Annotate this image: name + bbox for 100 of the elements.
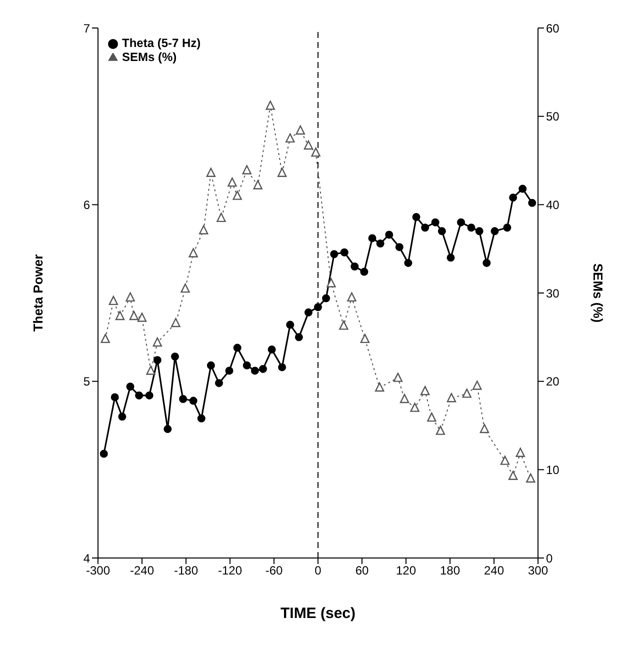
point [480, 424, 490, 434]
point [242, 165, 252, 174]
point [420, 386, 430, 396]
point [146, 366, 156, 375]
point [232, 190, 242, 200]
point [286, 320, 294, 329]
point [368, 234, 376, 242]
x-tick-label: -60 [265, 564, 283, 578]
x-tick-label: 0 [314, 564, 322, 578]
legend-label: SEMs (%) [122, 50, 177, 64]
point [135, 391, 144, 400]
point [277, 168, 287, 177]
point [197, 414, 206, 422]
point [421, 224, 430, 232]
x-tick-label: 240 [484, 564, 504, 578]
point [206, 361, 215, 370]
x-tick-label: 300 [528, 564, 548, 578]
point [250, 366, 259, 375]
point [153, 356, 162, 364]
point [199, 225, 208, 234]
point [400, 394, 410, 404]
legend-label: Theta (5-7 Hz) [122, 36, 201, 50]
point [118, 412, 126, 421]
x-tick-label: -120 [218, 564, 242, 578]
point [242, 361, 251, 370]
y2-axis-title: SEMs (%) [590, 263, 606, 323]
point [216, 212, 226, 222]
point [304, 308, 312, 316]
point [225, 366, 234, 375]
y2-tick-label: 50 [546, 110, 560, 124]
point [137, 312, 147, 322]
point [129, 310, 139, 320]
point [296, 125, 305, 135]
y2-tick-label: 20 [546, 374, 560, 389]
point [110, 393, 119, 402]
point [446, 393, 456, 402]
point [311, 147, 320, 157]
x-tick-label: -180 [174, 564, 198, 578]
point [375, 382, 384, 392]
point [268, 346, 276, 354]
point [171, 318, 180, 328]
x-tick-label: 180 [440, 564, 460, 578]
point [467, 224, 476, 232]
point [266, 100, 275, 110]
point [340, 248, 348, 256]
point [215, 379, 223, 388]
point [179, 395, 188, 403]
point [438, 227, 446, 236]
point [482, 258, 491, 267]
point [253, 180, 262, 190]
point [360, 268, 368, 276]
point [516, 448, 525, 457]
point [528, 198, 536, 207]
point [326, 278, 336, 288]
point [518, 184, 527, 193]
point [490, 227, 499, 236]
point [189, 396, 198, 405]
point [164, 425, 172, 434]
point [412, 213, 420, 222]
point [259, 364, 267, 373]
point [350, 262, 359, 270]
point [145, 391, 154, 400]
x-axis-title: TIME (sec) [280, 605, 356, 622]
x-tick-label: -300 [86, 564, 110, 578]
point [180, 283, 190, 293]
point [431, 218, 440, 226]
point [115, 310, 125, 320]
point [503, 224, 512, 232]
x-tick-label: -240 [130, 564, 154, 578]
point [500, 456, 510, 465]
point [108, 296, 118, 306]
point [126, 382, 134, 391]
point [472, 380, 482, 390]
point [376, 240, 384, 248]
point [404, 258, 412, 267]
point [304, 140, 314, 150]
x-tick-label: 60 [355, 564, 369, 578]
y2-tick-label: 0 [546, 551, 553, 566]
point [278, 363, 286, 372]
point [152, 337, 162, 347]
point [322, 294, 330, 302]
y-axis-title: Theta Power [30, 254, 46, 332]
point [446, 254, 455, 262]
point [294, 333, 303, 342]
point [508, 470, 518, 480]
point [395, 243, 404, 252]
point [126, 292, 135, 302]
point [330, 250, 338, 258]
point [339, 320, 348, 330]
point [100, 450, 108, 458]
point [228, 177, 237, 187]
x-tick-label: 120 [396, 564, 416, 578]
y2-tick-label: 60 [546, 21, 560, 36]
point [360, 334, 370, 344]
y-tick-label: 6 [83, 198, 90, 212]
point [526, 473, 536, 483]
y2-tick-label: 30 [546, 286, 560, 300]
point [457, 218, 465, 226]
point [188, 248, 198, 258]
y-tick-label: 5 [83, 374, 90, 389]
